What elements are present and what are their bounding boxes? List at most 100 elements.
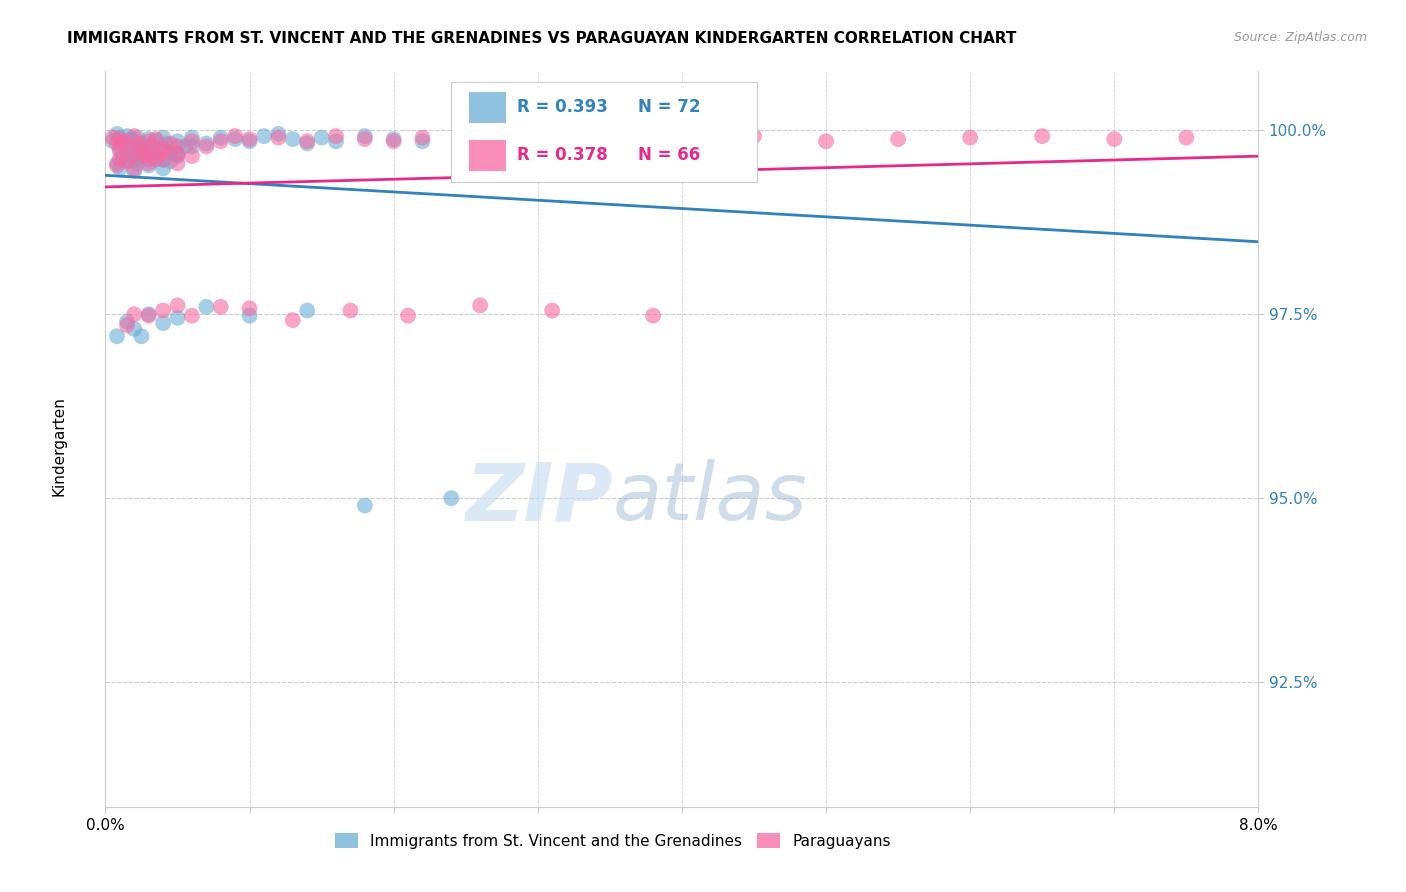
- Point: [613, 130, 636, 145]
- Point: [152, 153, 174, 167]
- Point: [411, 130, 433, 145]
- Point: [297, 136, 319, 151]
- Point: [145, 153, 167, 167]
- Point: [239, 134, 262, 148]
- Point: [111, 138, 134, 153]
- Point: [297, 134, 319, 148]
- Legend: Immigrants from St. Vincent and the Grenadines, Paraguayans: Immigrants from St. Vincent and the Gren…: [329, 827, 897, 855]
- Point: [959, 130, 981, 145]
- Point: [354, 129, 377, 144]
- Point: [115, 154, 138, 169]
- Point: [173, 139, 195, 153]
- Point: [105, 329, 128, 343]
- Point: [138, 307, 160, 321]
- Point: [180, 139, 204, 153]
- Point: [141, 139, 163, 153]
- Point: [152, 161, 174, 176]
- Text: Kindergarten: Kindergarten: [52, 396, 66, 496]
- Point: [124, 146, 146, 161]
- Point: [115, 318, 138, 333]
- Point: [124, 139, 146, 153]
- Point: [613, 134, 636, 148]
- Point: [166, 149, 188, 163]
- Point: [145, 132, 167, 146]
- Point: [195, 136, 218, 151]
- Point: [555, 130, 578, 145]
- Point: [131, 329, 153, 343]
- Point: [152, 316, 174, 330]
- Point: [325, 134, 347, 148]
- Point: [145, 146, 167, 161]
- Point: [267, 130, 290, 145]
- Point: [124, 134, 146, 148]
- Point: [152, 142, 174, 156]
- Point: [498, 129, 520, 144]
- Point: [115, 139, 138, 153]
- Point: [138, 142, 160, 156]
- Point: [541, 303, 564, 318]
- Point: [138, 134, 160, 148]
- Point: [166, 156, 188, 170]
- Point: [138, 309, 160, 323]
- Point: [239, 309, 262, 323]
- Point: [155, 136, 177, 151]
- Point: [411, 134, 433, 148]
- Text: atlas: atlas: [613, 459, 807, 537]
- Point: [468, 298, 492, 312]
- Point: [166, 139, 188, 153]
- Point: [108, 153, 131, 167]
- Point: [815, 134, 838, 148]
- Text: R = 0.378: R = 0.378: [517, 146, 607, 164]
- Point: [440, 491, 463, 506]
- Point: [195, 139, 218, 153]
- Point: [180, 309, 204, 323]
- Point: [115, 154, 138, 169]
- Point: [138, 153, 160, 167]
- Point: [124, 322, 146, 336]
- Point: [127, 136, 149, 151]
- Point: [111, 151, 134, 165]
- Point: [105, 136, 128, 151]
- Point: [267, 127, 290, 141]
- Point: [131, 149, 153, 163]
- Point: [195, 300, 218, 314]
- Point: [454, 129, 477, 144]
- FancyBboxPatch shape: [451, 82, 756, 182]
- Point: [239, 132, 262, 146]
- Point: [127, 156, 149, 170]
- Point: [108, 130, 131, 145]
- Point: [180, 130, 204, 145]
- Point: [382, 132, 405, 146]
- Point: [138, 156, 160, 170]
- Point: [131, 136, 153, 151]
- Point: [166, 298, 188, 312]
- Point: [325, 129, 347, 144]
- Text: N = 72: N = 72: [638, 98, 700, 117]
- Text: Source: ZipAtlas.com: Source: ZipAtlas.com: [1233, 31, 1367, 45]
- Point: [742, 129, 765, 144]
- Point: [1031, 129, 1053, 144]
- Point: [671, 132, 693, 146]
- Point: [354, 132, 377, 146]
- Text: R = 0.393: R = 0.393: [517, 98, 607, 117]
- Point: [108, 132, 131, 146]
- Point: [138, 132, 160, 146]
- Point: [127, 144, 149, 158]
- Point: [108, 161, 131, 176]
- Point: [224, 129, 246, 144]
- Point: [180, 134, 204, 148]
- Text: IMMIGRANTS FROM ST. VINCENT AND THE GRENADINES VS PARAGUAYAN KINDERGARTEN CORREL: IMMIGRANTS FROM ST. VINCENT AND THE GREN…: [67, 31, 1017, 46]
- Point: [354, 499, 377, 513]
- Point: [131, 142, 153, 156]
- FancyBboxPatch shape: [468, 140, 506, 170]
- Point: [166, 310, 188, 325]
- Point: [145, 134, 167, 148]
- Text: N = 66: N = 66: [638, 146, 700, 164]
- Point: [141, 139, 163, 153]
- Point: [131, 149, 153, 163]
- Point: [297, 303, 319, 318]
- Point: [498, 132, 520, 146]
- Point: [239, 301, 262, 316]
- Point: [120, 132, 142, 146]
- Point: [281, 132, 304, 146]
